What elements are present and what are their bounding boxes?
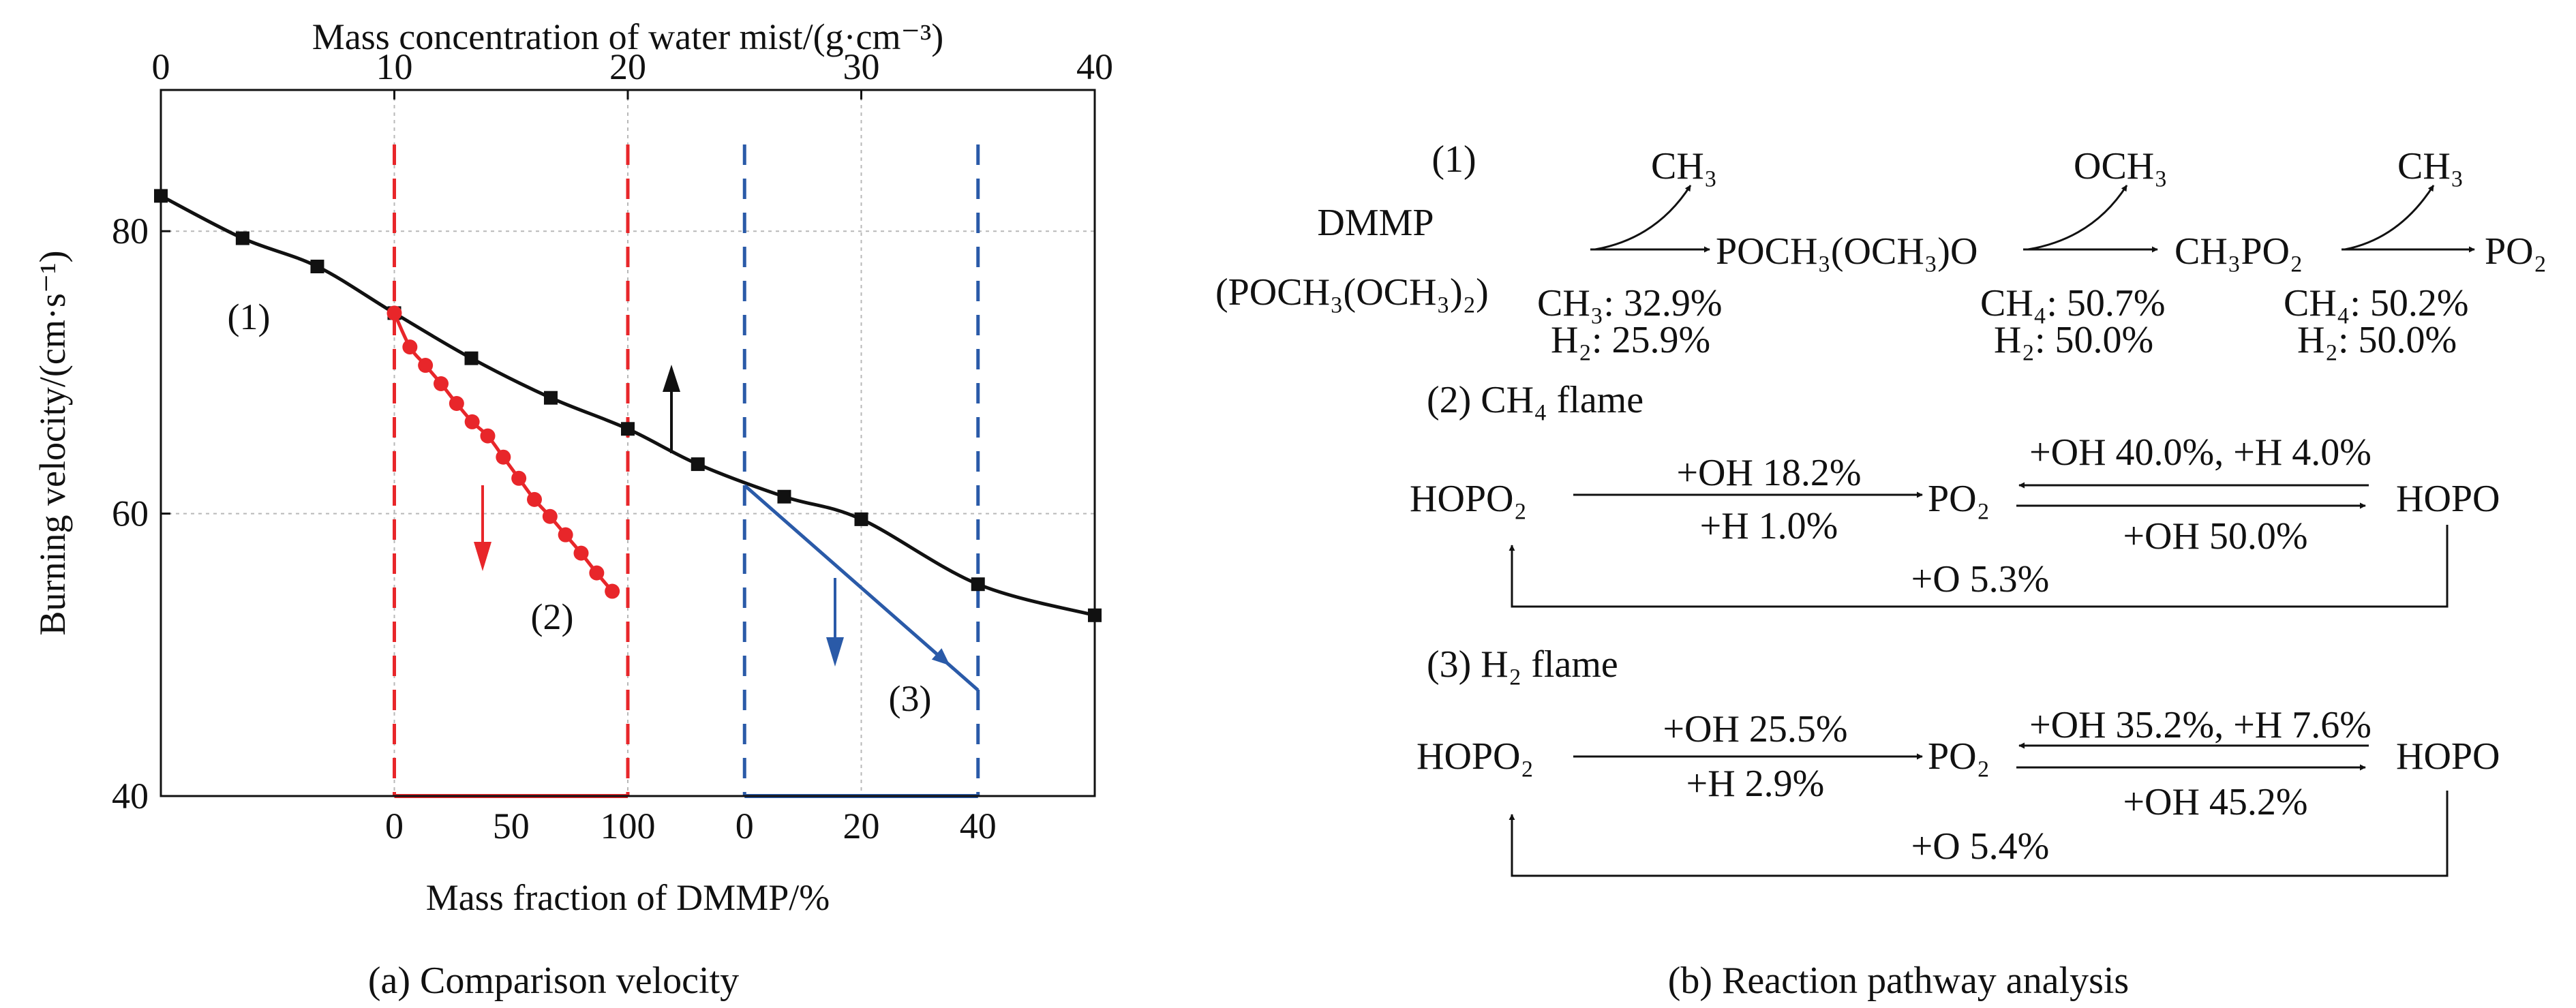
y-tick-label: 40 bbox=[112, 776, 149, 816]
hopo2-species: HOPO₂ bbox=[1410, 478, 1527, 520]
rate-oh-forward: +OH 25.5% bbox=[1663, 708, 1847, 750]
trend-arrow-red bbox=[474, 485, 491, 571]
scheme-2-ch4-flame: (2) CH₄ flame HOPO₂ PO₂ HOPO +OH 18.2% +… bbox=[1410, 379, 2500, 608]
series-2-point bbox=[464, 414, 480, 429]
series-1-point bbox=[621, 422, 635, 436]
po2-species: PO₂ bbox=[1928, 478, 1990, 520]
rate-h-forward: +H 2.9% bbox=[1686, 763, 1825, 805]
scheme-3-label: (3) H₂ flame bbox=[1427, 643, 1618, 686]
hopo-species: HOPO bbox=[2396, 735, 2500, 778]
rate-oh-forward: +OH 18.2% bbox=[1676, 452, 1861, 494]
red-span-tick-label: 50 bbox=[493, 806, 530, 846]
series-1-point bbox=[777, 489, 791, 504]
scheme-2-label: (2) CH₄ flame bbox=[1427, 379, 1643, 421]
branch-arrow-2 bbox=[2027, 185, 2128, 251]
y-tick-label: 80 bbox=[112, 211, 149, 251]
panel-b-pathways: (1) DMMP (POCH₃(OCH₃)₂) CH₃ POCH₃(OCH₃)O… bbox=[1215, 138, 2547, 1002]
rate-oh-po2-hopo: +OH 45.2% bbox=[2123, 781, 2307, 823]
rate-h-forward: +H 1.0% bbox=[1700, 505, 1838, 547]
blue-span-tick-label: 40 bbox=[960, 806, 997, 846]
trend-arrow-blue bbox=[826, 578, 844, 667]
panel-b-caption: (b) Reaction pathway analysis bbox=[1668, 960, 2129, 1002]
series-group bbox=[154, 189, 1102, 692]
series-2-point bbox=[387, 305, 402, 321]
y-tick-label: 60 bbox=[112, 493, 149, 534]
series-2-point bbox=[434, 376, 449, 391]
scheme-3-h2-flame: (3) H₂ flame HOPO₂ PO₂ HOPO +OH 25.5% +H… bbox=[1416, 643, 2500, 877]
series-1-point bbox=[543, 391, 558, 405]
scheme-1-dmmp-decomposition: (1) DMMP (POCH₃(OCH₃)₂) CH₃ POCH₃(OCH₃)O… bbox=[1215, 138, 2547, 361]
series-1-point bbox=[310, 260, 324, 273]
top-tick-label: 10 bbox=[376, 46, 413, 87]
series-2-point bbox=[449, 395, 464, 411]
panel-a-caption: (a) Comparison velocity bbox=[368, 960, 739, 1002]
series-1-point bbox=[691, 457, 705, 472]
stat-h2-50-0-a: H₂: 50.0% bbox=[1994, 319, 2153, 361]
series-1-point bbox=[235, 231, 249, 245]
axis-ticks: 40 60 80 0 10 20 30 40 0 50 100 0 20 40 bbox=[112, 46, 1113, 846]
curve-label-2: (2) bbox=[531, 596, 574, 637]
scheme-1-label: (1) bbox=[1431, 138, 1476, 181]
series-2-point bbox=[527, 491, 542, 507]
intermediate-ch3po2: CH₃PO₂ bbox=[2175, 230, 2303, 273]
stat-ch4-50-7: CH₄: 50.7% bbox=[1980, 282, 2166, 324]
rate-loop-o: +O 5.4% bbox=[1911, 825, 2050, 868]
series-2-point bbox=[480, 428, 496, 444]
series-3-arrowhead bbox=[931, 648, 950, 666]
top-axis-label: Mass concentration of water mist/(g·cm⁻³… bbox=[312, 16, 943, 57]
x-axis-label: Mass fraction of DMMP/% bbox=[426, 877, 830, 918]
branch-arrow-3 bbox=[2344, 185, 2435, 251]
trend-arrow-black bbox=[663, 365, 680, 453]
series-2-point bbox=[605, 583, 620, 599]
stat-ch4-50-2: CH₄: 50.2% bbox=[2284, 282, 2469, 324]
series-1-point bbox=[1088, 608, 1102, 622]
dmmp-formula: (POCH₃(OCH₃)₂) bbox=[1215, 271, 1489, 314]
stat-h2-25-9: H₂: 25.9% bbox=[1551, 319, 1710, 361]
series-2-point bbox=[496, 449, 511, 465]
series-2-point bbox=[511, 470, 527, 486]
stat-ch3-32-9: CH₃: 32.9% bbox=[1537, 282, 1723, 324]
red-span-tick-label: 0 bbox=[385, 806, 404, 846]
dmmp-name: DMMP bbox=[1317, 202, 1434, 244]
po2-final-product: PO₂ bbox=[2485, 230, 2547, 273]
rate-reverse: +OH 35.2%, +H 7.6% bbox=[2029, 704, 2372, 746]
top-tick-label: 40 bbox=[1076, 46, 1113, 87]
blue-span-tick-label: 20 bbox=[843, 806, 880, 846]
och3-product: OCH₃ bbox=[2074, 145, 2168, 187]
ch3-product-1: CH₃ bbox=[1651, 145, 1717, 187]
series-2-point bbox=[573, 545, 589, 561]
loop-hopo-to-hopo2 bbox=[1509, 525, 2449, 608]
series-2-point bbox=[418, 358, 434, 373]
po2-species: PO₂ bbox=[1928, 735, 1990, 778]
top-tick-label: 30 bbox=[843, 46, 880, 87]
rate-reverse: +OH 40.0%, +H 4.0% bbox=[2029, 431, 2372, 474]
loop-hopo-to-hopo2 bbox=[1509, 791, 2449, 877]
top-tick-label: 0 bbox=[152, 46, 170, 87]
intermediate-poch3-och3-o: POCH₃(OCH₃)O bbox=[1716, 230, 1978, 273]
series-2-point bbox=[542, 508, 558, 524]
blue-span-tick-label: 0 bbox=[736, 806, 754, 846]
curve-label-1: (1) bbox=[228, 296, 271, 337]
series-1-point bbox=[464, 351, 479, 365]
red-span-tick-label: 100 bbox=[601, 806, 656, 846]
curve-label-3: (3) bbox=[889, 678, 932, 719]
stat-h2-50-0-b: H₂: 50.0% bbox=[2297, 319, 2457, 361]
series-1-point bbox=[854, 512, 868, 526]
series-2-point bbox=[402, 339, 418, 355]
series-1-point bbox=[971, 577, 985, 592]
panel-a-chart: 40 60 80 0 10 20 30 40 0 50 100 0 20 40 Mass concentr… bbox=[32, 16, 1113, 1002]
ch3-product-2: CH₃ bbox=[2397, 145, 2464, 187]
y-axis-label: Burning velocity/(cm·s⁻¹) bbox=[32, 250, 73, 635]
series-2-point bbox=[558, 527, 573, 543]
top-tick-label: 20 bbox=[609, 46, 646, 87]
branch-arrow-1 bbox=[1594, 185, 1692, 251]
series-1-point bbox=[154, 189, 168, 203]
series-2-point bbox=[589, 565, 605, 581]
rate-loop-o: +O 5.3% bbox=[1911, 558, 2050, 600]
rate-oh-po2-hopo: +OH 50.0% bbox=[2123, 515, 2307, 558]
hopo2-species: HOPO₂ bbox=[1416, 735, 1534, 778]
hopo-species: HOPO bbox=[2396, 478, 2500, 520]
